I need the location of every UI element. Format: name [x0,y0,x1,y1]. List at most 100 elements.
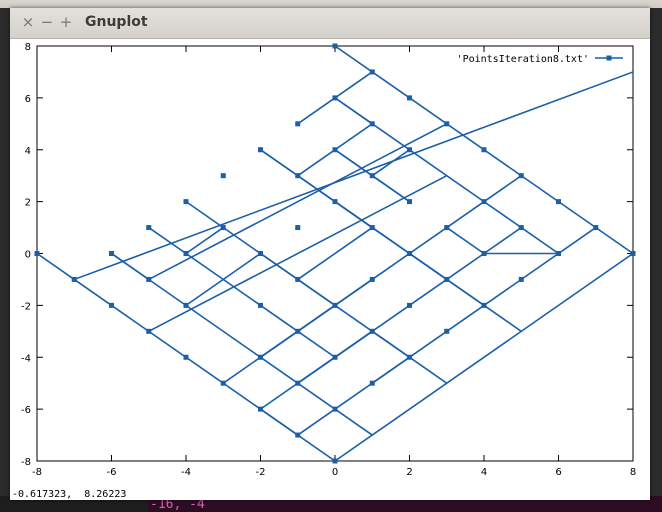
data-point [369,69,375,75]
data-point [295,328,301,334]
data-point [556,199,561,205]
data-point [183,302,189,308]
data-point [407,199,412,205]
data-point [332,43,338,49]
x-tick-label: -8 [32,467,42,478]
y-tick-label: -4 [21,353,31,364]
series-line-segment [185,226,224,255]
series-line-segment [334,330,373,358]
y-tick-label: -6 [21,405,31,416]
data-point [146,276,152,282]
maximize-button[interactable]: + [59,13,73,31]
data-point [295,276,301,282]
series-line-segment [297,330,336,358]
series-line-segment [185,252,299,332]
data-point [593,225,599,231]
data-point [71,276,77,282]
data-point [332,406,338,412]
series-line-segment [483,226,522,255]
series-line-segment [73,71,634,281]
data-point [258,251,263,256]
data-point [109,251,114,256]
data-point [332,95,338,101]
series-line-segment [260,408,299,436]
series-line-segment [334,200,373,229]
series-line-segment [36,252,75,281]
series-line-segment [371,175,410,203]
x-tick-label: 4 [481,467,487,478]
series-line-segment [185,252,261,307]
terminal-left-strip [0,496,148,512]
x-tick-label: 8 [630,467,636,478]
series-line-segment [371,356,410,384]
data-point [407,302,412,308]
series-line-segment [111,252,373,436]
series-line-segment [148,174,448,333]
series-line-segment [148,123,448,281]
data-point [369,380,375,386]
data-point [444,328,450,334]
y-tick-label: 2 [25,198,31,209]
data-point [444,225,450,231]
data-point [183,354,189,360]
data-point [258,354,263,360]
series-line-segment [148,226,187,255]
y-tick-label: -2 [21,301,31,312]
plot-canvas[interactable]: -8 -6 -4 -2 0 2 4 6 8 -8 -6 -4 -2 0 2 4 6 8 'PointsIterat… [10,39,650,489]
series-line-segment [111,252,150,281]
data-point [369,173,375,179]
series-line-segment [520,226,559,255]
data-point [146,328,152,334]
data-point [295,432,301,438]
series-line-segment [446,226,485,255]
data-point [518,173,524,179]
title-bar[interactable]: × − + Gnuplot [10,8,650,39]
series-line-segment [371,330,410,358]
series-line-segment [446,252,485,281]
x-tick-label: 0 [332,467,338,478]
data-point [183,199,189,205]
data-point [481,251,487,256]
terminal-text: -16, -4 [150,497,205,512]
mouse-coordinates-readout: -0.617323, 8.26223 [12,489,127,500]
x-tick-label: 6 [555,467,561,478]
data-point [407,251,412,256]
series-line-segment [297,226,373,281]
data-point [369,121,375,127]
data-point [295,121,301,127]
y-tick-label: -8 [21,457,31,468]
series-line-segment [334,97,373,125]
terminal-background: -16, -4 [0,496,662,512]
data-point [481,199,487,205]
data-point [295,225,301,231]
x-tick-label: -2 [256,467,266,478]
gnuplot-window: × − + Gnuplot -8 -6 -4 -2 0 2 4 6 8 -8 -6 -4 -2 0 2 4 6 8… [10,8,650,500]
data-point [295,380,301,386]
data-point [332,147,338,153]
series-line-segment [371,149,410,177]
data-point [369,276,375,282]
x-tick-label: 2 [406,467,412,478]
close-button[interactable]: × [21,13,35,31]
data-point [332,354,338,360]
y-tick-label: 6 [25,94,31,105]
data-point [481,147,487,153]
data-point [481,302,487,308]
data-point [258,147,263,153]
window-title: Gnuplot [85,14,148,30]
x-tick-label: -6 [107,467,117,478]
data-point [556,251,561,256]
data-point [220,173,226,179]
y-tick-label: 4 [25,146,31,157]
data-point [407,147,412,153]
y-tick-label: 0 [25,250,31,261]
desktop-top-panel [0,0,662,8]
data-point [630,251,636,256]
minimize-button[interactable]: − [40,13,54,31]
data-point [258,302,263,308]
series-line-segment [334,252,634,462]
data-point [444,276,450,282]
series-line-segment [297,356,336,384]
series-line-segment [260,330,299,358]
data-point [34,251,40,256]
